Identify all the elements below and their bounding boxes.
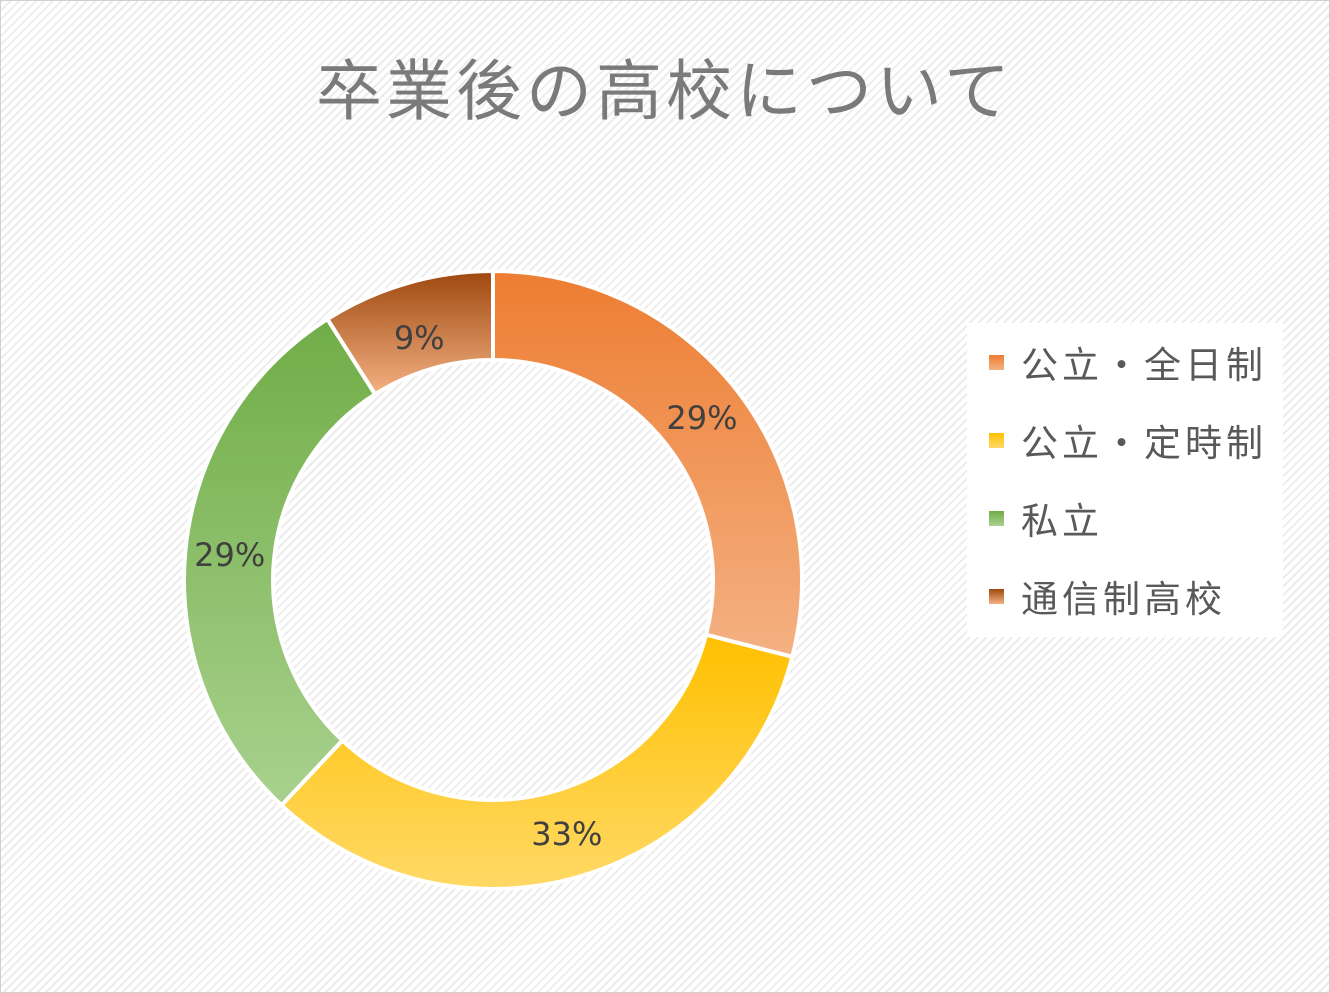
donut-slice-0 (491, 268, 804, 660)
donut-slice-3 (324, 268, 495, 398)
legend-item-2: 私立 (989, 493, 1103, 543)
legend-label-2: 私立 (1021, 500, 1103, 543)
legend-label-0: 公立・全日制 (1021, 344, 1267, 387)
legend-item-3: 通信制高校 (989, 571, 1226, 621)
legend-label-1: 公立・定時制 (1021, 422, 1267, 465)
donut-slice-1 (278, 632, 795, 891)
donut-slice-2 (182, 316, 378, 809)
data-label-3: 9% (394, 319, 445, 357)
legend-item-1: 公立・定時制 (989, 415, 1267, 465)
data-label-0: 29% (666, 399, 737, 437)
data-label-1: 33% (531, 815, 602, 853)
legend-item-0: 公立・全日制 (989, 337, 1267, 387)
chart-title: 卒業後の高校について (315, 53, 1015, 130)
legend-swatch-0 (989, 354, 1004, 370)
legend-swatch-3 (989, 588, 1004, 604)
legend-swatch-1 (989, 432, 1004, 448)
legend: 公立・全日制 公立・定時制 私立 通信制高校 (967, 323, 1283, 637)
legend-swatch-2 (989, 510, 1004, 526)
legend-label-3: 通信制高校 (1021, 578, 1226, 621)
data-label-2: 29% (194, 536, 265, 574)
